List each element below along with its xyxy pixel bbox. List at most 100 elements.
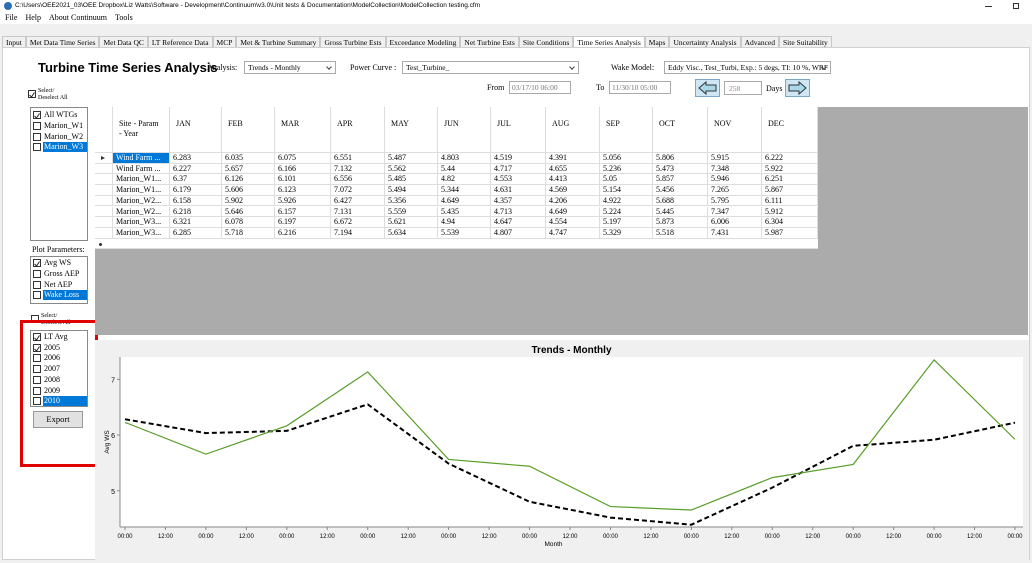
table-cell[interactable]: 7.131 (331, 206, 385, 218)
table-cell[interactable]: 6.251 (762, 174, 818, 186)
list-item[interactable]: 2008 (44, 374, 60, 384)
table-cell[interactable]: 4.655 (546, 163, 600, 175)
table-cell[interactable]: 5.559 (385, 206, 438, 218)
table-cell[interactable]: Marion_W2... (113, 206, 170, 218)
table-cell[interactable]: Wind Farm ... (113, 153, 170, 164)
table-cell[interactable]: 5.926 (275, 195, 331, 207)
table-cell[interactable]: 5.456 (653, 185, 708, 196)
table-cell[interactable]: 6.672 (331, 217, 385, 228)
table-cell[interactable]: 4.94 (438, 217, 491, 228)
table-cell[interactable]: 5.634 (385, 227, 438, 239)
previous-button[interactable] (695, 79, 720, 97)
table-cell[interactable]: 5.197 (600, 217, 653, 228)
table-cell[interactable]: 6.227 (170, 163, 222, 175)
table-cell[interactable]: Marion_W1... (113, 174, 170, 186)
list-item[interactable]: 2009 (44, 385, 60, 395)
table-cell[interactable]: 4.82 (438, 174, 491, 186)
tab[interactable]: Input (2, 36, 26, 48)
tab[interactable]: Uncertainty Analysis (669, 36, 741, 48)
checkbox[interactable] (33, 280, 41, 289)
maximize-button[interactable] (1013, 3, 1019, 9)
table-cell[interactable]: 6.157 (275, 206, 331, 218)
table-cell[interactable]: 6.551 (331, 153, 385, 164)
to-date[interactable]: 11/30/10 05:00 (609, 81, 671, 94)
table-cell[interactable]: 4.747 (546, 227, 600, 239)
list-item[interactable]: Marion_W2 (44, 131, 84, 141)
table-cell[interactable]: Marion_W3... (113, 217, 170, 228)
list-item[interactable]: Marion_W1 (44, 120, 84, 130)
table-cell[interactable]: 5.688 (653, 195, 708, 207)
checkbox[interactable] (33, 375, 41, 384)
table-cell[interactable]: 5.646 (222, 206, 275, 218)
checkbox[interactable] (33, 143, 41, 152)
table-cell[interactable]: 6.111 (762, 195, 818, 207)
table-cell[interactable]: 6.166 (275, 163, 331, 175)
table-cell[interactable]: 5.154 (600, 185, 653, 196)
tab[interactable]: LT Reference Data (147, 36, 213, 48)
table-cell[interactable]: 5.445 (653, 206, 708, 218)
checkbox[interactable] (33, 111, 41, 119)
table-cell[interactable]: 6.285 (170, 227, 222, 239)
tab[interactable]: Net Turbine Ests (460, 36, 519, 48)
table-cell[interactable]: 5.539 (438, 227, 491, 239)
table-cell[interactable]: 4.717 (491, 163, 546, 175)
list-item[interactable]: Avg WS (44, 258, 72, 267)
table-cell[interactable]: 5.494 (385, 185, 438, 196)
table-cell[interactable]: 5.657 (222, 163, 275, 175)
table-cell[interactable]: 4.649 (546, 206, 600, 218)
table-cell[interactable]: 6.123 (275, 185, 331, 196)
checkbox[interactable] (28, 90, 36, 98)
table-cell[interactable]: Marion_W3... (113, 227, 170, 239)
tab[interactable]: Met Data QC (99, 36, 148, 48)
checkbox[interactable] (33, 121, 41, 130)
table-cell[interactable]: 6.075 (275, 153, 331, 164)
checkbox[interactable] (33, 397, 41, 406)
table-cell[interactable]: 4.922 (600, 195, 653, 207)
tab[interactable]: Advanced (740, 36, 779, 48)
tab[interactable]: Site Conditions (518, 36, 574, 48)
table-cell[interactable]: 4.807 (491, 227, 546, 239)
table-cell[interactable]: 6.216 (275, 227, 331, 239)
list-item[interactable]: Marion_W3 (43, 142, 87, 153)
checkbox[interactable] (33, 132, 41, 141)
table-cell[interactable]: 7.348 (708, 163, 762, 175)
menu-item[interactable]: About Continuum (49, 13, 108, 22)
table-cell[interactable]: 5.902 (222, 195, 275, 207)
table-cell[interactable]: 5.236 (600, 163, 653, 175)
power-curve-dropdown[interactable]: Test_Turbine_ (402, 61, 579, 74)
table-cell[interactable]: 6.101 (275, 174, 331, 186)
table-cell[interactable]: 5.344 (438, 185, 491, 196)
table-cell[interactable]: Wind Farm ... (113, 163, 170, 175)
table-cell[interactable]: 4.631 (491, 185, 546, 196)
table-cell[interactable]: 5.912 (762, 206, 818, 218)
table-cell[interactable]: 5.435 (438, 206, 491, 218)
table-cell[interactable]: 4.413 (546, 174, 600, 186)
tab[interactable]: MCP (212, 36, 237, 48)
tab[interactable]: Gross Turbine Ests (320, 36, 386, 48)
next-button[interactable] (785, 79, 810, 97)
table-cell[interactable]: 6.035 (222, 153, 275, 164)
table-cell[interactable]: 6.321 (170, 217, 222, 228)
table-cell[interactable]: 5.857 (653, 174, 708, 186)
list-item[interactable]: 2010 (43, 396, 87, 407)
table-cell[interactable]: 6.427 (331, 195, 385, 207)
checkbox[interactable] (33, 291, 41, 300)
checkbox[interactable] (33, 259, 41, 267)
table-cell[interactable]: 4.391 (546, 153, 600, 164)
table-cell[interactable]: 6.197 (275, 217, 331, 228)
analysis-dropdown[interactable]: Trends - Monthly (244, 61, 336, 74)
table-cell[interactable]: 4.713 (491, 206, 546, 218)
table-cell[interactable]: 6.006 (708, 217, 762, 228)
table-cell[interactable]: 4.647 (491, 217, 546, 228)
table-cell[interactable]: 5.224 (600, 206, 653, 218)
minimize-button[interactable] (985, 6, 992, 7)
table-cell[interactable]: 5.915 (708, 153, 762, 164)
table-cell[interactable]: 4.649 (438, 195, 491, 207)
table-cell[interactable]: 5.05 (600, 174, 653, 186)
checkbox[interactable] (33, 269, 41, 278)
table-cell[interactable]: 4.206 (546, 195, 600, 207)
table-cell[interactable]: 5.922 (762, 163, 818, 175)
table-cell[interactable]: 5.329 (600, 227, 653, 239)
tab[interactable]: Met Data Time Series (25, 36, 100, 48)
table-cell[interactable]: 5.873 (653, 217, 708, 228)
